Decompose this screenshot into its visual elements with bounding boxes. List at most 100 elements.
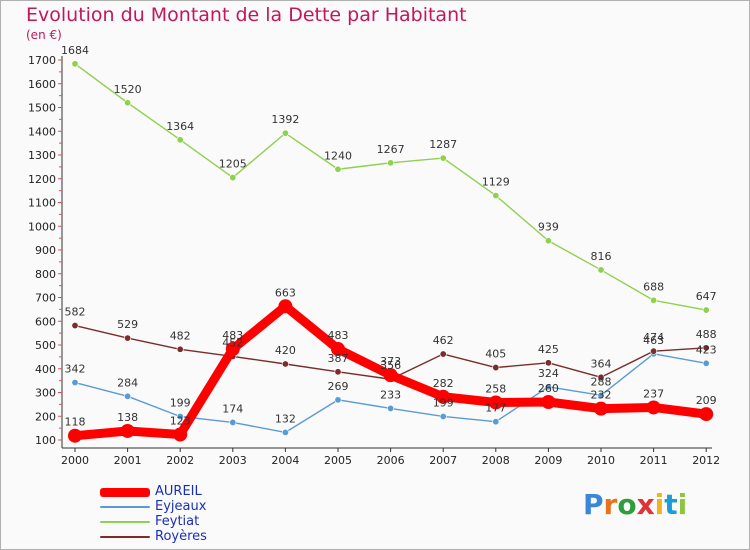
data-point-aureil (383, 368, 398, 383)
data-label-aureil: 123 (170, 415, 191, 428)
data-point-royres (334, 368, 342, 376)
y-tick-label: 300 (35, 387, 56, 400)
data-label-eyjeaux: 288 (591, 375, 612, 388)
data-point-feytiat (702, 306, 710, 314)
data-point-feytiat (439, 154, 447, 162)
y-tick-label: 400 (35, 363, 56, 376)
data-label-royres: 452 (222, 336, 243, 349)
data-point-royres (492, 364, 500, 372)
data-point-eyjeaux (124, 392, 132, 400)
data-point-feytiat (544, 237, 552, 245)
data-point-feytiat (387, 159, 395, 167)
logo-letter: i (654, 488, 665, 521)
legend-label-eyjeaux: Eyjeaux (155, 499, 207, 514)
data-label-eyjeaux: 233 (380, 388, 401, 401)
y-tick-label: 1200 (28, 173, 56, 186)
data-label-royres: 425 (538, 343, 559, 356)
series-line-feytiat (74, 63, 707, 311)
data-point-feytiat (281, 129, 289, 137)
y-tick-label: 1000 (28, 220, 56, 233)
data-point-feytiat (71, 60, 79, 68)
data-label-eyjeaux: 132 (275, 412, 296, 425)
data-label-feytiat: 688 (643, 280, 664, 293)
y-tick-label: 1400 (28, 125, 56, 138)
data-label-eyjeaux: 199 (170, 396, 191, 409)
data-label-aureil: 138 (117, 411, 138, 424)
data-point-eyjeaux (281, 428, 289, 436)
data-point-aureil (331, 342, 345, 357)
data-point-eyjeaux (492, 418, 500, 426)
data-point-feytiat (650, 296, 658, 304)
data-label-eyjeaux: 174 (222, 402, 243, 415)
data-point-eyjeaux (597, 391, 605, 399)
y-tick-label: 600 (35, 315, 56, 328)
y-tick-label: 800 (35, 268, 56, 281)
data-label-royres: 529 (117, 318, 138, 331)
data-point-eyjeaux (387, 404, 395, 412)
data-point-eyjeaux (439, 412, 447, 420)
data-label-royres: 482 (170, 329, 191, 342)
data-point-aureil (278, 299, 293, 314)
data-label-aureil: 209 (696, 394, 717, 407)
y-tick-label: 700 (35, 292, 56, 305)
data-label-feytiat: 647 (696, 290, 717, 303)
data-label-royres: 488 (696, 328, 717, 341)
data-point-aureil (225, 342, 240, 357)
y-tick-label: 1500 (28, 102, 56, 115)
legend-swatch-aureil (100, 488, 150, 497)
data-point-eyjeaux (334, 396, 342, 404)
data-point-eyjeaux (176, 412, 184, 420)
chart-data-labels: 1684 1520 1364 1205 1392 1240 1267 1287 1129 939 8… (61, 44, 717, 429)
data-point-eyjeaux (71, 379, 79, 387)
logo-letter: i (677, 488, 688, 521)
data-label-aureil: 237 (643, 387, 664, 400)
data-label-aureil: 483 (222, 329, 243, 342)
data-point-royres (71, 322, 79, 330)
data-label-eyjeaux: 463 (643, 334, 664, 347)
legend-label-aureil: AUREIL (155, 484, 202, 499)
data-label-royres: 387 (328, 352, 349, 365)
data-label-eyjeaux: 199 (433, 396, 454, 409)
legend-swatch-royeres (100, 536, 150, 538)
data-label-royres: 420 (275, 344, 296, 357)
data-point-feytiat (229, 174, 237, 182)
y-tick-label: 1600 (28, 78, 56, 91)
data-label-royres: 364 (591, 357, 612, 370)
data-point-royres (281, 360, 289, 368)
x-tick-label: 2001 (114, 454, 142, 467)
x-tick-label: 2011 (640, 454, 668, 467)
logo-letter: r (603, 488, 618, 521)
data-label-aureil: 282 (433, 377, 454, 390)
data-point-royres (124, 334, 132, 342)
data-label-aureil: 663 (275, 286, 296, 299)
chart-series (68, 60, 714, 443)
data-label-eyjeaux: 423 (696, 343, 717, 356)
data-label-eyjeaux: 284 (117, 376, 138, 389)
data-point-aureil (594, 401, 608, 416)
data-point-royres (439, 350, 447, 358)
data-label-feytiat: 1364 (166, 120, 194, 133)
legend-swatch-feytiat (100, 521, 150, 523)
data-point-eyjeaux (702, 359, 710, 367)
data-label-eyjeaux: 342 (65, 363, 86, 376)
data-point-eyjeaux (229, 418, 237, 426)
logo-letter: o (617, 488, 637, 521)
y-tick-label: 1100 (28, 197, 56, 210)
legend-label-feytiat: Feytiat (155, 514, 200, 529)
chart-axes: 100 200 300 400 500 600 700 800 900 1000 1100 1200 1… (28, 54, 720, 467)
logo-letter: t (664, 488, 678, 521)
chart-title: Evolution du Montant de la Dette par Hab… (26, 4, 467, 26)
data-point-feytiat (597, 266, 605, 274)
y-tick-label: 900 (35, 244, 56, 257)
data-point-feytiat (492, 192, 500, 200)
data-label-aureil: 483 (328, 329, 349, 342)
data-point-aureil (488, 395, 503, 410)
proxiti-logo: Proxiti (583, 488, 687, 521)
logo-letter: x (636, 488, 655, 521)
y-tick-label: 200 (35, 410, 56, 423)
data-point-eyjeaux (544, 383, 552, 391)
y-tick-label: 1700 (28, 54, 56, 67)
data-point-royres (544, 359, 552, 367)
data-label-feytiat: 1129 (482, 176, 510, 189)
